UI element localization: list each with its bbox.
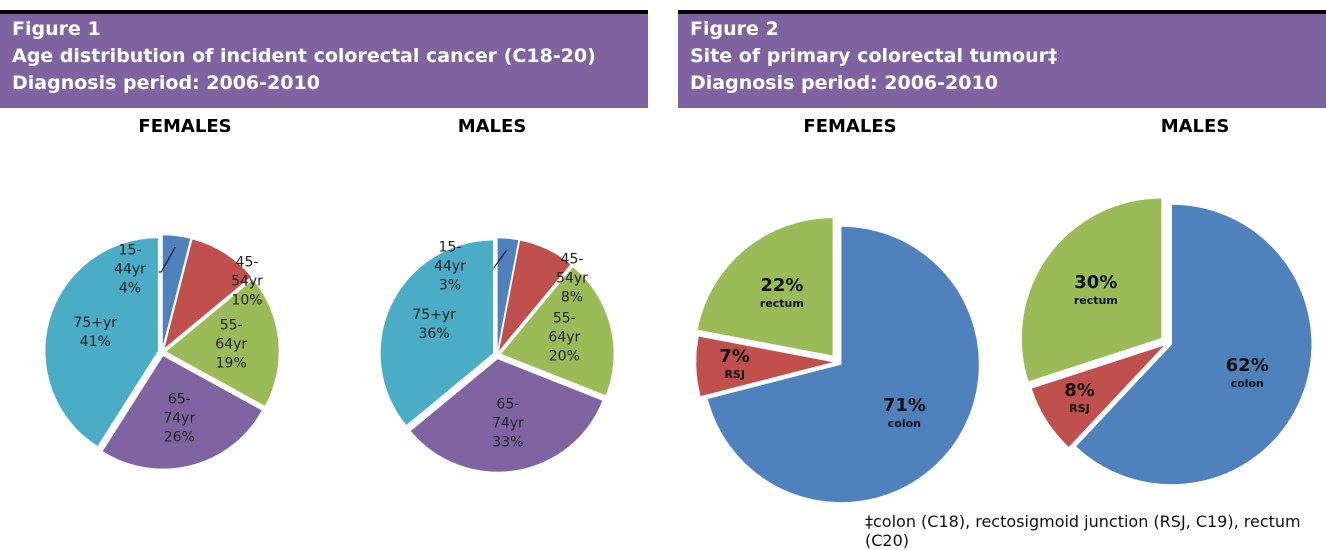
slice-category: rectum	[759, 297, 804, 311]
slice-category: 75+yr	[412, 307, 456, 324]
slice-value: 4%	[118, 280, 142, 297]
slice-category: 45- 54yr	[231, 254, 263, 290]
figure-header: Figure 2 Site of primary colorectal tumo…	[678, 10, 1326, 108]
pie-slice	[44, 237, 159, 447]
slice-value: 26%	[163, 429, 195, 446]
figure-label: Figure 2	[690, 18, 779, 40]
slice-label: 45- 54yr 8%	[556, 251, 588, 308]
pie-slice	[695, 335, 835, 397]
pie-slice	[410, 358, 604, 473]
slice-label: 15- 44yr 4%	[114, 242, 146, 299]
slice-category: 45- 54yr	[556, 251, 588, 287]
pie-slice	[498, 240, 572, 352]
pie-title: FEMALES	[138, 116, 232, 137]
slice-category: 65- 74yr	[491, 396, 524, 432]
slice-value: 62%	[1225, 355, 1269, 377]
pie-title: MALES	[457, 116, 527, 137]
slice-label: 30% rectum	[1073, 271, 1118, 309]
slice-value: 8%	[1064, 380, 1095, 402]
figure-label: Figure 1	[12, 18, 101, 40]
slice-category: 55- 64yr	[548, 310, 581, 346]
pie-slice	[1075, 204, 1312, 485]
slice-category: rectum	[1073, 293, 1118, 307]
slice-category: RSJ	[1069, 402, 1090, 416]
slice-value: 30%	[1074, 271, 1118, 293]
slice-label: 65- 74yr 33%	[492, 395, 524, 452]
slice-category: 55- 64yr	[215, 317, 248, 353]
pie-slice	[1031, 344, 1165, 448]
pie-slice	[102, 355, 263, 470]
slice-category: 15- 44yr	[434, 239, 466, 275]
slice-value: 3%	[438, 277, 462, 294]
slice-value: 41%	[79, 333, 111, 350]
slice-value: 20%	[548, 348, 580, 365]
figure-header: Figure 1 Age distribution of incident co…	[0, 10, 648, 108]
pie-slice	[707, 226, 980, 503]
slice-category: 65- 74yr	[163, 391, 196, 427]
slice-value: 8%	[560, 289, 584, 306]
pie-slice	[162, 234, 191, 349]
slice-value: 10%	[231, 292, 263, 309]
pie-title: FEMALES	[803, 116, 897, 137]
pie-slice	[165, 279, 280, 407]
slice-label: 75+yr 36%	[412, 306, 456, 344]
pie-slice	[1021, 198, 1162, 382]
footnote: ‡colon (C18), rectosigmoid junction (RSJ…	[865, 512, 1301, 550]
slice-value: 7%	[719, 346, 750, 368]
slice-label: 7% RSJ	[719, 347, 750, 383]
pie-slice	[163, 238, 252, 350]
slice-label: 71% colon	[882, 394, 926, 432]
slice-value: 33%	[492, 434, 524, 451]
slice-category: RSJ	[724, 368, 745, 382]
figure-period: Diagnosis period: 2006-2010	[690, 72, 998, 94]
figure-title: Age distribution of incident colorectal …	[12, 45, 596, 67]
slice-category: colon	[887, 416, 922, 430]
slice-label: 55- 64yr 19%	[215, 317, 247, 374]
slice-label: 62% colon	[1226, 356, 1269, 392]
pie-slice	[497, 237, 519, 352]
slice-label: 65- 74yr 26%	[163, 391, 195, 448]
slice-label: 55- 64yr 20%	[548, 309, 580, 366]
slice-value: 22%	[760, 275, 804, 297]
slice-value: 71%	[882, 394, 926, 416]
slice-value: 36%	[418, 326, 450, 343]
pie-slice	[500, 266, 615, 396]
slice-label: 8% RSJ	[1064, 381, 1095, 417]
slice-category: colon	[1230, 377, 1264, 391]
pie-slice	[380, 240, 494, 426]
figure-period: Diagnosis period: 2006-2010	[12, 72, 320, 94]
slice-category: 15- 44yr	[114, 242, 146, 278]
slice-label: 45- 54yr 10%	[231, 254, 263, 311]
slice-category: 75+yr	[73, 314, 118, 331]
pie-slice	[697, 217, 834, 357]
slice-value: 19%	[215, 355, 247, 372]
figure-title: Site of primary colorectal tumour‡	[690, 45, 1058, 67]
slice-label: 22% rectum	[760, 276, 804, 312]
pie-title: MALES	[1160, 116, 1230, 137]
slice-label: 75+yr 41%	[73, 314, 117, 352]
slice-label: 15- 44yr 3%	[434, 239, 466, 296]
